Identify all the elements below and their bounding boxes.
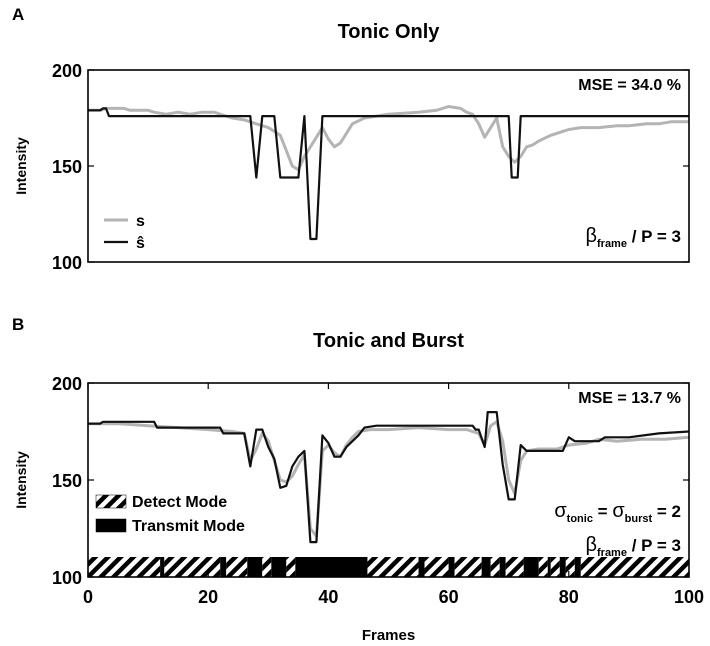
transmit-band bbox=[547, 557, 551, 577]
mse-annotation: MSE = 34.0 % bbox=[578, 77, 681, 94]
y-tick-label: 200 bbox=[52, 61, 82, 81]
detect-band bbox=[226, 557, 248, 577]
chart-title: Tonic and Burst bbox=[313, 330, 464, 352]
mode-legend-label: Detect Mode bbox=[132, 494, 227, 511]
legend-label: s bbox=[136, 213, 145, 230]
y-tick-label: 150 bbox=[52, 157, 82, 177]
transmit-band bbox=[418, 557, 425, 577]
transmit-band bbox=[499, 557, 506, 577]
series-s-hat-line bbox=[88, 411, 690, 544]
math-subscript: burst bbox=[625, 513, 653, 525]
detect-mode-swatch bbox=[95, 494, 127, 509]
x-tick-label: 0 bbox=[83, 587, 93, 607]
transmit-band bbox=[160, 557, 165, 577]
x-tick-label: 80 bbox=[559, 587, 579, 607]
transmit-band bbox=[523, 557, 539, 577]
transmit-band bbox=[220, 557, 227, 577]
transmit-band bbox=[271, 557, 287, 577]
x-tick-label: 100 bbox=[674, 587, 704, 607]
detect-band bbox=[505, 557, 524, 577]
math-symbol: β bbox=[585, 534, 597, 556]
math-rest: = 2 bbox=[652, 502, 681, 521]
y-tick-label: 200 bbox=[52, 374, 82, 394]
y-tick-label: 150 bbox=[52, 471, 82, 491]
transmit-band bbox=[481, 557, 491, 577]
detect-band bbox=[286, 557, 296, 577]
x-tick-label: 60 bbox=[439, 587, 459, 607]
mse-annotation: MSE = 13.7 % bbox=[578, 390, 681, 407]
detect-band bbox=[424, 557, 449, 577]
detect-band bbox=[164, 557, 221, 577]
x-tick-label: 20 bbox=[198, 587, 218, 607]
plot-frame bbox=[87, 69, 690, 263]
detect-band bbox=[550, 557, 560, 577]
legend: sŝ bbox=[104, 213, 145, 252]
series-s-hat-line bbox=[88, 107, 689, 241]
math-operator: = bbox=[593, 502, 612, 521]
detect-band bbox=[367, 557, 419, 577]
mode-legend: Detect Mode Transmit Mode bbox=[95, 494, 245, 535]
math-symbol: σ bbox=[554, 500, 567, 522]
y-tick-label: 100 bbox=[52, 568, 82, 588]
panel-b: B Tonic and Burst 100 150 200 Intensity 0 20 40 6… bbox=[12, 315, 704, 644]
mode-bands bbox=[88, 557, 689, 577]
series-s-line bbox=[88, 105, 689, 172]
y-axis-label: Intensity bbox=[13, 137, 29, 195]
panel-a: A Tonic Only 100 150 200 Intensity MSE = 34.0 … bbox=[12, 5, 690, 273]
detect-band bbox=[454, 557, 482, 577]
series-s-line bbox=[88, 420, 690, 538]
detect-band bbox=[565, 557, 575, 577]
transmit-band bbox=[247, 557, 263, 577]
transmit-band bbox=[574, 557, 581, 577]
transmit-band bbox=[559, 557, 566, 577]
mode-legend-label: Transmit Mode bbox=[132, 518, 245, 535]
math-rest: / P = 3 bbox=[627, 227, 681, 246]
math-subscript: tonic bbox=[567, 513, 593, 525]
y-tick-label: 100 bbox=[52, 253, 82, 273]
x-tick-label: 40 bbox=[318, 587, 338, 607]
x-axis-label: Frames bbox=[362, 627, 415, 644]
math-annotation: σtonic = σburst = 2 bbox=[554, 500, 681, 525]
math-rest: / P = 3 bbox=[627, 536, 681, 555]
math-annotation: βframe / P = 3 bbox=[585, 534, 681, 559]
detect-band bbox=[88, 557, 161, 577]
math-subscript: frame bbox=[597, 238, 627, 250]
detect-band bbox=[538, 557, 548, 577]
panel-label: A bbox=[12, 5, 24, 24]
math-symbol: σ bbox=[612, 500, 625, 522]
panel-label: B bbox=[12, 315, 24, 334]
transmit-mode-swatch bbox=[95, 518, 127, 533]
detect-band bbox=[262, 557, 272, 577]
detect-band bbox=[580, 557, 689, 577]
transmit-band bbox=[295, 557, 368, 577]
math-annotation: βframe / P = 3 bbox=[585, 225, 681, 250]
detect-band bbox=[490, 557, 500, 577]
math-symbol: β bbox=[585, 225, 597, 247]
math-subscript: frame bbox=[597, 547, 627, 559]
legend-label: ŝ bbox=[136, 235, 145, 252]
chart-title: Tonic Only bbox=[338, 21, 441, 43]
y-axis-label: Intensity bbox=[13, 451, 29, 509]
transmit-band bbox=[448, 557, 455, 577]
